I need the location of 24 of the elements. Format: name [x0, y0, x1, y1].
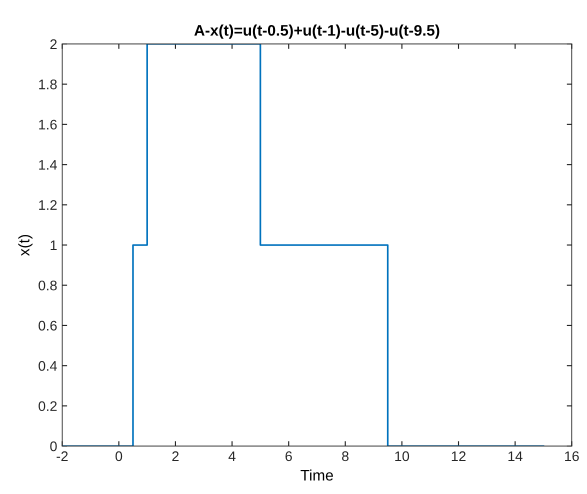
y-tick-label: 0.2	[38, 401, 57, 412]
x-axis-title: Time	[300, 469, 333, 481]
y-axis-title: x(t)	[18, 234, 32, 256]
x-tick-label: -2	[56, 451, 68, 462]
y-tick-label: 1.6	[39, 120, 57, 130]
x-tick-label: 4	[228, 451, 236, 462]
x-tick-label: 16	[565, 451, 579, 462]
y-tick-label: 0.4	[38, 360, 57, 371]
x-tick-label: 14	[508, 451, 522, 462]
y-tick-label: 1	[50, 240, 57, 250]
x-tick-label: 6	[286, 451, 292, 462]
x-tick-label: 12	[452, 451, 466, 462]
y-tick-label: 0.6	[38, 320, 57, 331]
y-tick-label: 1.8	[39, 80, 57, 90]
x-tick-label: 0	[116, 451, 122, 462]
y-tick-label: 1.4	[39, 160, 57, 170]
y-tick-label: 1.2	[39, 200, 57, 210]
x-tick-label: 2	[172, 451, 179, 462]
chart-title: A-x(t)=u(t-0.5)+u(t-1)-u(t-5)-u(t-9.5)	[194, 24, 440, 39]
y-tick-label: 2	[50, 39, 57, 49]
x-tick-label: 10	[395, 451, 410, 462]
y-tick-label: 0	[50, 441, 57, 452]
y-tick-label: 0.8	[38, 280, 57, 290]
x-tick-label: 8	[342, 451, 349, 462]
